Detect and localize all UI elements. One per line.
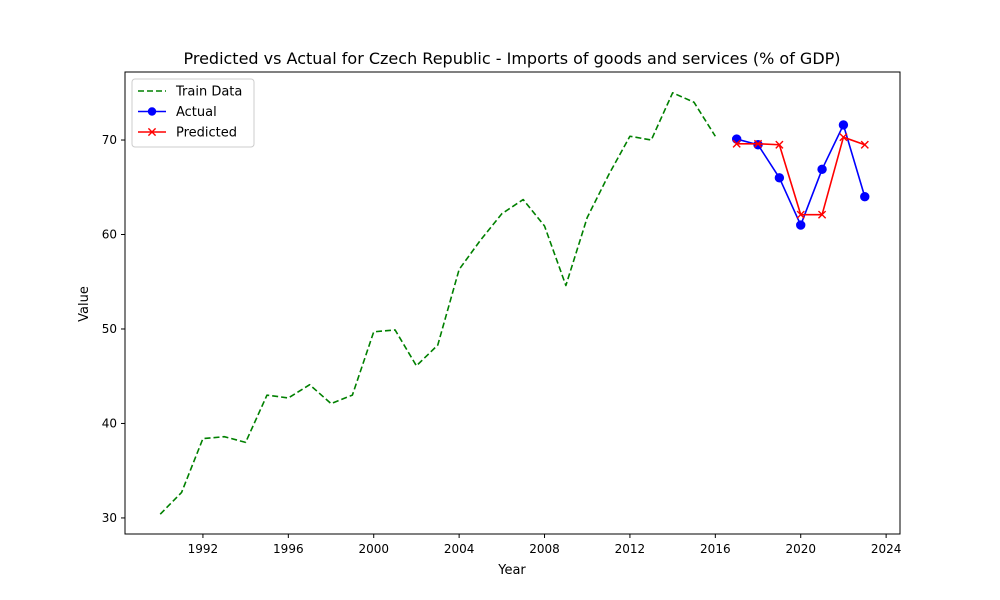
legend-label: Train Data [175,85,242,100]
y-tick-label: 30 [102,511,117,525]
x-axis-label: Year [497,563,526,578]
x-tick-label: 1992 [188,542,219,556]
legend-label: Predicted [176,126,237,141]
data-point [774,173,785,183]
legend-box [131,78,255,148]
legend-marker [147,107,157,116]
data-point [731,134,742,144]
data-point [796,220,806,230]
data-point [817,210,827,219]
x-tick-label: 2012 [615,542,646,556]
legend-marker [147,127,157,137]
plot-frame [124,71,901,535]
x-tick-label: 2004 [444,542,475,556]
y-tick-label: 40 [102,416,117,430]
y-tick-label: 70 [102,133,117,147]
y-tick-label: 50 [102,322,117,336]
data-point [796,210,805,219]
x-tick-label: 2016 [700,542,731,556]
x-tick-label: 1996 [273,542,304,556]
y-axis-label: Value [77,286,92,322]
chart-title: Predicted vs Actual for Czech Republic -… [183,49,840,68]
x-tick-label: 2008 [529,542,560,556]
data-point [732,139,741,148]
x-tick-label: 2000 [358,542,389,556]
data-point [817,164,827,175]
data-point [838,120,849,130]
legend-label: Actual [176,105,217,120]
series-line-train-data [159,91,716,515]
data-point [860,140,869,149]
x-tick-label: 2020 [785,542,816,556]
data-point [860,192,870,202]
data-point [753,139,763,148]
data-point [775,140,784,149]
data-point [839,133,848,142]
y-tick-label: 60 [102,228,117,242]
x-tick-label: 2024 [871,542,902,556]
